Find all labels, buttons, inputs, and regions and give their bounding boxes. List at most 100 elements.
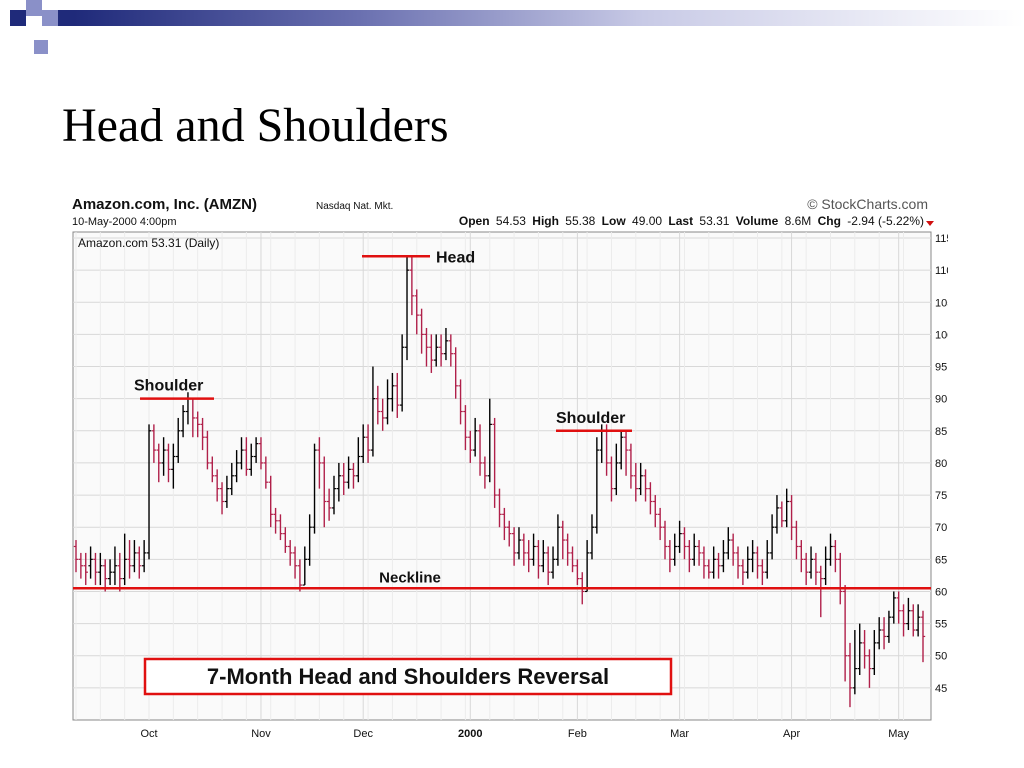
price-bar — [803, 552, 809, 586]
high-label: High — [532, 214, 559, 228]
price-bar — [531, 533, 536, 566]
price-bar — [541, 540, 546, 573]
price-bar — [823, 546, 828, 586]
slide-title: Head and Shoulders — [62, 99, 449, 152]
price-bar — [302, 546, 307, 586]
price-bar — [78, 552, 84, 579]
price-bar — [862, 630, 867, 669]
last-value: 53.31 — [699, 214, 729, 228]
price-bar — [195, 411, 200, 438]
stock-chart: Amazon.com, Inc. (AMZN) Nasdaq Nat. Mkt.… — [68, 190, 953, 750]
price-bar — [132, 540, 137, 573]
x-tick-label: Apr — [783, 728, 800, 740]
price-bar — [365, 424, 371, 463]
grid — [73, 232, 931, 720]
stock-chart-svg: Amazon.com, Inc. (AMZN) Nasdaq Nat. Mkt.… — [72, 196, 953, 740]
x-tick-label: Oct — [140, 728, 157, 740]
right-shoulder-label: Shoulder — [556, 410, 625, 427]
price-bar — [545, 546, 551, 586]
price-bar — [244, 437, 249, 476]
price-bar — [297, 559, 303, 592]
price-bar — [317, 437, 322, 489]
price-bar — [502, 507, 507, 541]
price-bar — [516, 527, 522, 560]
price-bar — [283, 527, 288, 553]
price-bar — [618, 430, 624, 470]
price-bar — [628, 443, 634, 489]
price-bar — [268, 475, 273, 528]
price-bar — [808, 546, 814, 579]
y-tick-label: 45 — [935, 683, 947, 695]
price-bar — [468, 430, 473, 463]
price-bar — [818, 565, 823, 618]
price-bar — [278, 514, 283, 541]
price-bar — [146, 424, 152, 560]
x-tick-label: May — [888, 728, 909, 740]
price-bar — [93, 552, 98, 586]
low-label: Low — [602, 214, 627, 228]
pattern-annotations: Neckline Shoulder Head Shoulder 7-Month Head… — [73, 249, 931, 696]
price-bar — [424, 327, 429, 367]
price-bar — [151, 424, 157, 463]
x-axis: Oct Nov Dec 2000 Feb Mar Apr May — [140, 728, 909, 740]
price-bar — [322, 456, 327, 528]
chart-datetime: 10-May-2000 4:00pm — [72, 216, 177, 228]
price-bar — [98, 552, 103, 586]
price-bar — [312, 443, 317, 534]
price-bar — [594, 437, 600, 534]
price-bar — [180, 405, 186, 438]
volume-label: Volume — [736, 214, 779, 228]
open-label: Open — [459, 214, 490, 228]
price-bar — [443, 327, 449, 361]
price-bar — [794, 520, 799, 560]
price-bar — [662, 520, 668, 560]
price-bar — [385, 379, 390, 425]
price-bar — [122, 533, 127, 586]
price-bar — [852, 630, 858, 695]
x-tick-label: Mar — [670, 728, 689, 740]
price-bar — [526, 540, 531, 573]
price-bar — [176, 417, 181, 463]
price-bar — [847, 642, 853, 708]
price-bar — [356, 437, 361, 483]
x-tick-label: Dec — [353, 728, 373, 740]
price-bar — [161, 437, 166, 476]
price-bar — [83, 552, 88, 586]
price-bar — [507, 520, 512, 547]
price-bar — [648, 482, 653, 515]
price-bar — [730, 533, 736, 566]
price-bar — [351, 462, 356, 489]
y-tick-label: 80 — [935, 458, 947, 470]
price-bar — [399, 334, 405, 412]
price-bar — [477, 424, 483, 476]
volume-value: 8.6M — [785, 214, 812, 228]
price-bar — [667, 540, 673, 573]
price-bar — [404, 257, 410, 361]
price-bar — [141, 540, 147, 573]
slide-top-gradient-bar — [74, 10, 1024, 26]
price-bar — [331, 475, 337, 515]
price-bar — [584, 540, 590, 593]
price-bar — [521, 533, 527, 566]
price-bar — [774, 495, 780, 534]
y-tick-label: 90 — [935, 394, 947, 406]
price-bar — [701, 546, 707, 579]
price-bar — [799, 540, 804, 573]
pattern-box-label: 7-Month Head and Shoulders Reversal — [207, 664, 609, 689]
price-bar — [779, 501, 785, 528]
y-tick-label: 100 — [935, 329, 948, 341]
price-bar — [677, 520, 682, 553]
price-bar — [570, 546, 575, 573]
high-value: 55.38 — [565, 214, 595, 228]
y-tick-label: 110 — [935, 265, 948, 277]
price-bar — [511, 527, 517, 566]
price-bar — [813, 552, 819, 586]
price-bar — [370, 366, 376, 457]
price-bar — [205, 430, 210, 470]
price-bar — [253, 437, 259, 463]
price-bar — [886, 610, 892, 643]
price-bar — [726, 527, 731, 560]
price-bar — [414, 289, 419, 335]
price-bar — [336, 462, 342, 502]
price-bar — [784, 488, 789, 528]
